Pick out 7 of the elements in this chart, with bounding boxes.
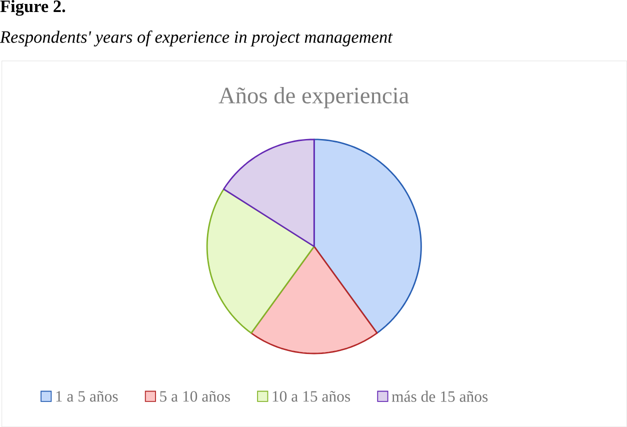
legend-label: 1 a 5 años <box>56 390 118 402</box>
legend-label: 5 a 10 años <box>160 390 230 402</box>
caption: Figure 2. <box>0 0 66 16</box>
legend-label: más de 15 años <box>392 390 488 402</box>
text: Respondents' years of experience in project management <box>0 30 393 46</box>
legend-label: 10 a 15 años <box>272 390 350 402</box>
chart-title: Años de experiencia <box>218 86 409 108</box>
